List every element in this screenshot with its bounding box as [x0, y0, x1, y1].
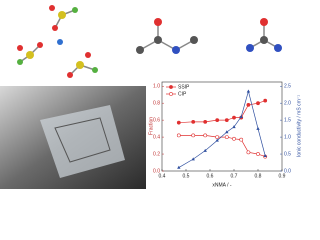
point	[232, 136, 236, 141]
y-tick-label: 0.6	[153, 117, 160, 123]
molecule-nma	[136, 18, 198, 54]
point	[177, 165, 181, 169]
plot-frame	[161, 81, 283, 172]
y-tick-label: 1.0	[153, 84, 160, 90]
y2-tick-label: 2.5	[284, 84, 291, 90]
point	[176, 120, 181, 125]
y2-tick-label: 1.5	[284, 117, 291, 123]
point	[215, 118, 220, 123]
point	[263, 98, 268, 103]
legend-marker	[169, 92, 173, 96]
molecule-urea	[246, 18, 282, 52]
point	[176, 133, 181, 138]
point	[239, 137, 244, 142]
x-tick-label: 0.6	[207, 173, 214, 179]
x-tick-label: 0.4	[159, 173, 166, 179]
y-axis-label: Fraction	[148, 117, 154, 135]
legend-marker	[169, 85, 173, 89]
point	[215, 135, 220, 139]
x-tick-label: 0.7	[231, 173, 238, 179]
point	[191, 133, 196, 138]
x-tick-label: 0.9	[279, 173, 286, 179]
point	[203, 148, 207, 152]
point	[203, 133, 208, 138]
legend-label: SSIP	[178, 84, 190, 90]
point	[246, 89, 251, 93]
point	[191, 119, 196, 124]
point	[256, 152, 260, 156]
photo	[0, 86, 146, 189]
point	[256, 101, 260, 106]
series-line	[178, 89, 266, 168]
legend-label: CIP	[178, 91, 187, 97]
y2-tick-label: 1.0	[284, 134, 291, 140]
y-tick-label: 0.4	[153, 134, 160, 140]
point	[232, 115, 236, 120]
x-axis-label: xNMA / -	[212, 182, 232, 188]
y-tick-label: 0.2	[153, 151, 160, 157]
x-tick-label: 0.8	[255, 173, 262, 179]
point	[191, 157, 195, 161]
point	[256, 126, 260, 130]
point	[224, 135, 229, 139]
point	[203, 119, 208, 124]
y2-tick-label: 2.0	[284, 101, 291, 107]
series-line	[178, 100, 266, 124]
y2-tick-label: 0.5	[284, 151, 291, 157]
y-tick-label: 0.8	[153, 101, 160, 107]
molecule-cluster	[17, 5, 98, 78]
point	[232, 125, 236, 129]
y2-axis-label: Ionic conductivity / mS cm⁻¹	[296, 95, 302, 157]
point	[215, 138, 219, 142]
x-tick-label: 0.5	[183, 173, 190, 179]
point	[239, 114, 243, 118]
point	[263, 153, 267, 157]
point	[225, 130, 229, 134]
point	[246, 150, 251, 155]
point	[246, 102, 251, 107]
y2-tick-label: 0.0	[284, 168, 291, 174]
y-tick-label: 0.0	[153, 168, 160, 174]
series-line	[178, 135, 266, 157]
figure: xNMA / - Fraction Ionic conductivity / m…	[0, 5, 304, 189]
point	[224, 118, 229, 123]
